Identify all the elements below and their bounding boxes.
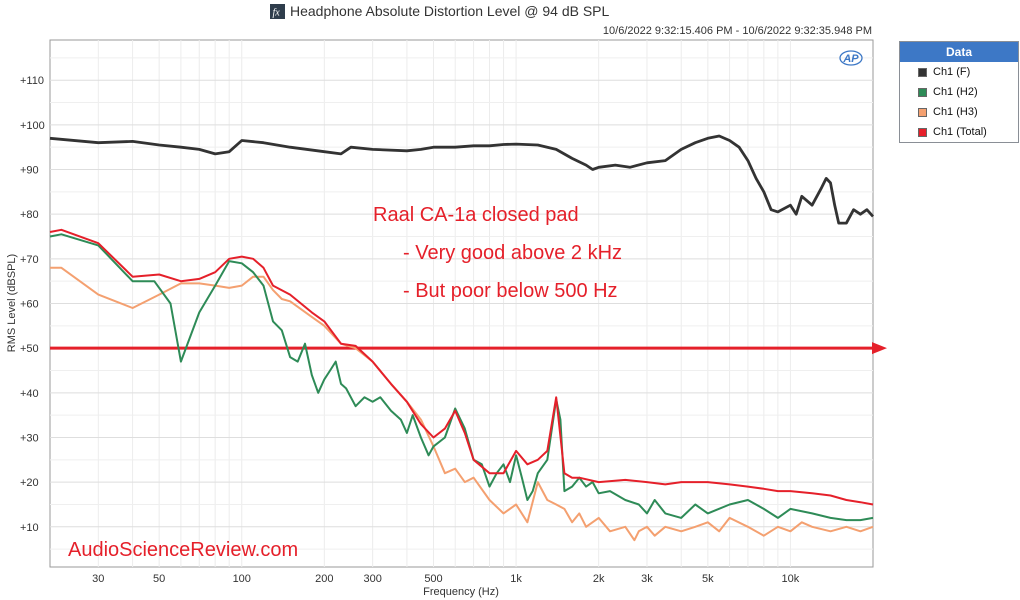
- y-tick-label: +10: [20, 522, 39, 534]
- x-tick-label: 2k: [593, 573, 605, 585]
- x-axis-label: Frequency (Hz): [423, 586, 499, 598]
- series-line-h3: [50, 266, 874, 542]
- legend-label-h3: Ch1 (H3): [933, 106, 978, 118]
- legend-swatch-h2: [918, 87, 927, 97]
- x-tick-label: 50: [153, 573, 165, 585]
- legend-item-h3[interactable]: Ch1 (H3): [900, 102, 1018, 122]
- legend-swatch-f: [918, 67, 927, 77]
- legend-swatch-h3: [918, 107, 927, 117]
- svg-text:fx: fx: [273, 8, 281, 19]
- x-tick-label: 30: [92, 573, 104, 585]
- timestamp: 10/6/2022 9:32:15.406 PM - 10/6/2022 9:3…: [603, 25, 872, 37]
- y-tick-label: +80: [20, 209, 39, 221]
- y-tick-label: +30: [20, 432, 39, 444]
- legend-label-total: Ch1 (Total): [933, 126, 987, 138]
- y-tick-label: +50: [20, 343, 39, 355]
- x-tick-label: 1k: [510, 573, 522, 585]
- x-tick-label: 500: [424, 573, 442, 585]
- y-tick-label: +110: [20, 75, 44, 87]
- reference-line-arrow: [872, 342, 887, 355]
- legend-label-h2: Ch1 (H2): [933, 86, 978, 98]
- y-axis-ticks: +10 +20 +30 +40 +50 +60 +70 +80 +90 +100 +110: [20, 75, 45, 534]
- series-group: [49, 134, 875, 542]
- y-tick-label: +90: [20, 165, 39, 177]
- y-tick-label: +20: [20, 477, 39, 489]
- chart-title: Headphone Absolute Distortion Level @ 94…: [290, 3, 610, 19]
- legend-item-total[interactable]: Ch1 (Total): [900, 122, 1018, 142]
- y-tick-label: +70: [20, 254, 39, 266]
- series-line-total: [49, 228, 874, 506]
- fx-icon: fx: [270, 4, 285, 19]
- x-tick-label: 10k: [782, 573, 800, 585]
- annotation-line-2: - Very good above 2 kHz: [403, 242, 622, 264]
- watermark: AudioScienceReview.com: [68, 539, 298, 561]
- x-tick-label: 200: [315, 573, 333, 585]
- y-tick-label: +40: [20, 388, 39, 400]
- x-tick-label: 300: [363, 573, 381, 585]
- legend-title: Data: [900, 42, 1018, 62]
- ap-logo: AP: [839, 50, 863, 66]
- annotation-line-3: - But poor below 500 Hz: [403, 280, 618, 302]
- ap-logo-text: AP: [842, 53, 859, 65]
- x-axis-ticks: 30 50 100 200 300 500 1k 2k 3k 5k 10k: [92, 573, 800, 585]
- x-tick-label: 3k: [641, 573, 653, 585]
- y-axis-label: RMS Level (dBSPL): [6, 254, 18, 352]
- series-line-f: [49, 134, 875, 225]
- legend-item-h2[interactable]: Ch1 (H2): [900, 82, 1018, 102]
- x-tick-label: 100: [233, 573, 251, 585]
- y-tick-label: +60: [20, 299, 39, 311]
- x-tick-label: 5k: [702, 573, 714, 585]
- annotation-line-1: Raal CA-1a closed pad: [373, 204, 579, 226]
- y-tick-label: +100: [20, 120, 45, 132]
- legend-label-f: Ch1 (F): [933, 66, 971, 78]
- legend-item-f[interactable]: Ch1 (F): [900, 62, 1018, 82]
- legend-swatch-total: [918, 127, 927, 137]
- legend: Data Ch1 (F) Ch1 (H2) Ch1 (H3) Ch1 (Tota…: [899, 41, 1019, 143]
- reference-line: [50, 342, 887, 355]
